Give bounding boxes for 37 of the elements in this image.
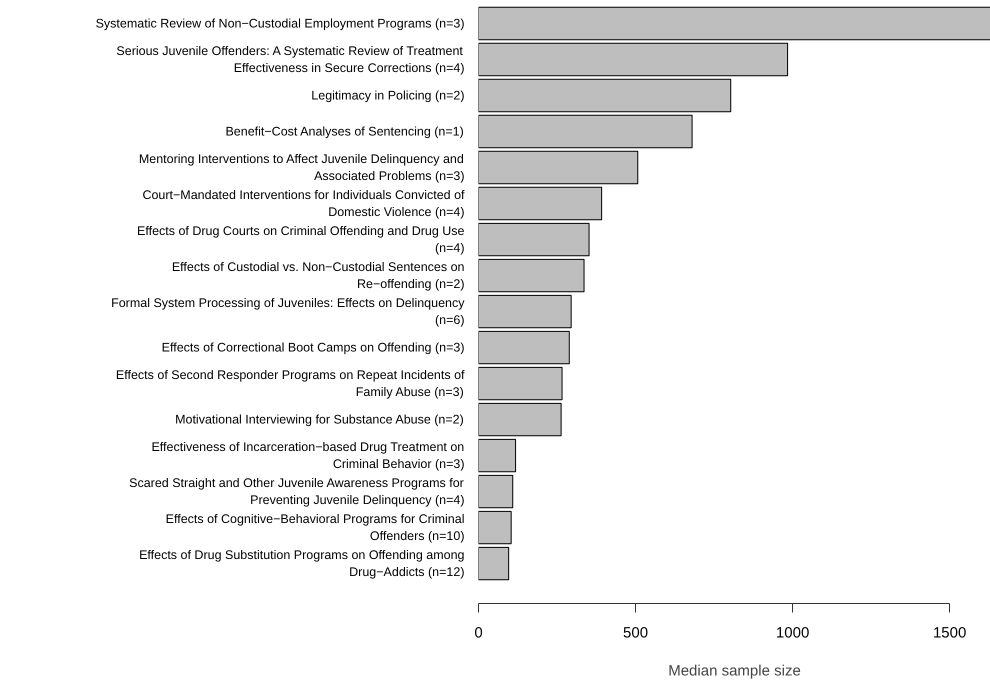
bar bbox=[478, 114, 693, 148]
x-tick-label: 500 bbox=[623, 624, 648, 642]
bar bbox=[478, 510, 512, 544]
x-axis-title: Median sample size bbox=[668, 662, 801, 680]
y-tick-label: Benefit−Cost Analyses of Sentencing (n=1) bbox=[225, 124, 464, 139]
bar bbox=[478, 546, 510, 580]
bar bbox=[478, 258, 585, 292]
bar bbox=[478, 474, 514, 508]
y-tick-label: Motivational Interviewing for Substance Abuse (n=2) bbox=[175, 412, 464, 427]
x-tick-label: 1000 bbox=[776, 624, 810, 642]
bar bbox=[478, 330, 570, 364]
bar bbox=[478, 42, 788, 76]
bar bbox=[478, 150, 638, 184]
x-tick-label: 1500 bbox=[932, 624, 966, 642]
y-tick-label: Serious Juvenile Offenders: A Systematic Review of Treatment Effectiveness in Secure Corrections (n=4) bbox=[116, 44, 464, 75]
y-tick-label: Effects of Second Responder Programs on Repeat Incidents of Family Abuse (n=3) bbox=[116, 368, 466, 399]
bar bbox=[478, 78, 732, 112]
y-tick-label: Effects of Drug Courts on Criminal Offending and Drug Use (n=4) bbox=[137, 224, 465, 255]
bar bbox=[478, 294, 572, 328]
y-tick-label: Effects of Drug Substitution Programs on Offending among Drug−Addicts (n=12) bbox=[139, 548, 465, 579]
bar bbox=[478, 222, 590, 256]
y-tick-label: Effects of Correctional Boot Camps on Offending (n=3) bbox=[162, 340, 464, 355]
y-tick-label: Effects of Cognitive−Behavioral Programs for Criminal Offenders (n=10) bbox=[166, 512, 465, 543]
y-tick-label: Effectiveness of Incarceration−based Drug Treatment on Criminal Behavior (n=3) bbox=[151, 440, 465, 471]
y-tick-label: Systematic Review of Non−Custodial Employment Programs (n=3) bbox=[96, 16, 465, 30]
bar bbox=[478, 366, 563, 400]
y-tick-label: Legitimacy in Policing (n=2) bbox=[311, 88, 465, 103]
bar bbox=[478, 186, 602, 220]
y-tick-label: Scared Straight and Other Juvenile Awareness Programs for Preventing Juvenile Delinquency (n=4) bbox=[129, 476, 465, 507]
bar bbox=[478, 402, 562, 436]
y-tick-label: Mentoring Interventions to Affect Juvenile Delinquency and Associated Problems (n=3) bbox=[138, 152, 465, 183]
x-tick-label: 0 bbox=[474, 624, 483, 642]
bar bbox=[478, 438, 516, 472]
y-tick-label: Formal System Processing of Juveniles: Effects on Delinquency (n=6) bbox=[111, 296, 466, 327]
y-tick-label: Court−Mandated Interventions for Individuals Convicted of Domestic Violence (n=4) bbox=[142, 188, 466, 219]
bar bbox=[478, 6, 990, 40]
y-tick-label: Effects of Custodial vs. Non−Custodial Sentences on Re−offending (n=2) bbox=[172, 260, 465, 291]
